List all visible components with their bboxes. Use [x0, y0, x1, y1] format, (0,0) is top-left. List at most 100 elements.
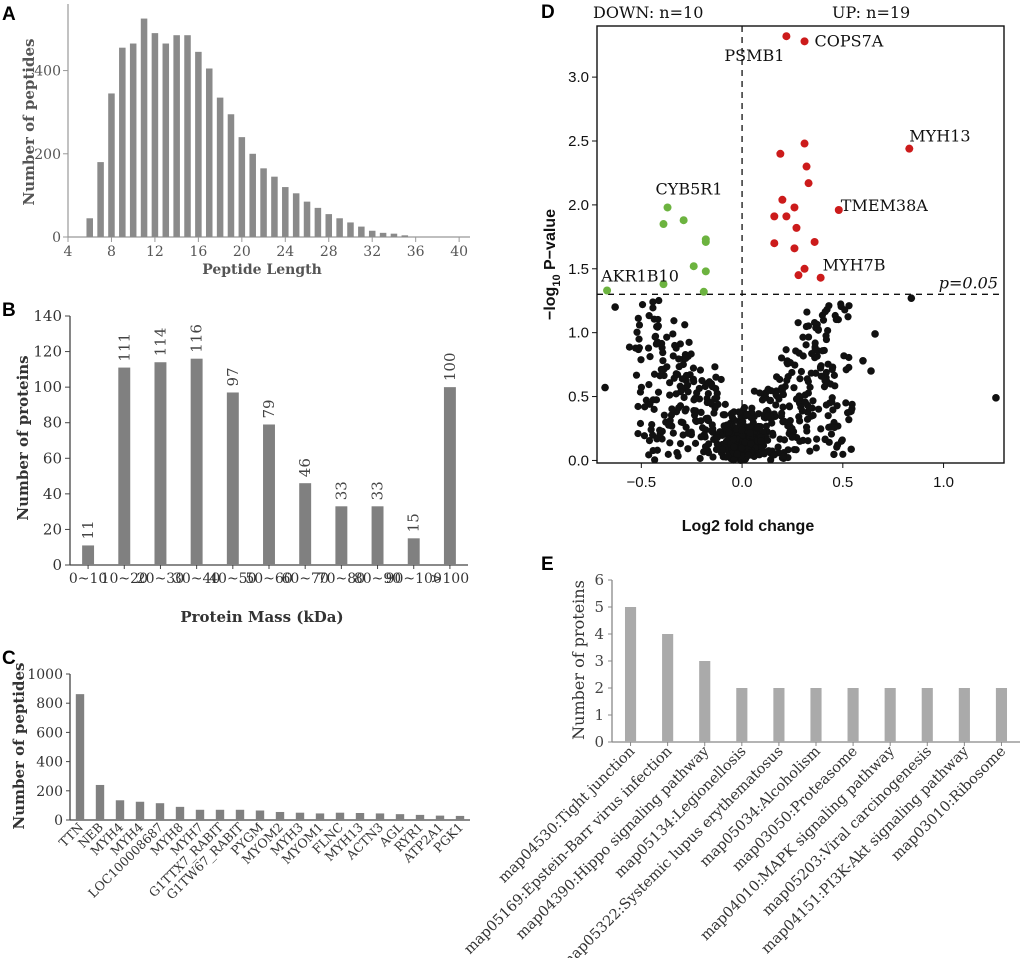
panel-e-axes: 0123456map04530:Tight junctionmap05169:E…: [461, 571, 1020, 958]
panel-d-ylabel-tail: P−value: [542, 209, 559, 274]
panel-d-point-ns: [830, 451, 837, 458]
panel-d-point-ns: [788, 434, 795, 441]
panel-e-bar: [959, 688, 970, 742]
panel-d-header-up: UP: n=19: [832, 3, 910, 22]
panel-d-xtick-label: 0.5: [832, 474, 853, 491]
panel-d-point-ns: [791, 446, 798, 453]
panel-d-point-up: [792, 224, 800, 232]
panel-d-point-ns: [711, 363, 718, 370]
panel-a-bar: [304, 202, 311, 237]
panel-d-point-down: [702, 267, 710, 275]
panel-b-label: B: [2, 300, 16, 321]
panel-c-bar: [216, 810, 224, 820]
panel-c-bar: [196, 810, 204, 820]
panel-d-point-ns: [781, 418, 788, 425]
panel-a-xtick-label: 28: [320, 244, 338, 260]
panel-d-point-ns: [677, 388, 684, 395]
panel-d-point-ns: [808, 370, 815, 377]
panel-d-point-ns: [833, 316, 840, 323]
panel-a-bar: [358, 227, 365, 237]
panel-a-xtick-label: 12: [146, 244, 164, 260]
panel-d-point-ns: [796, 350, 803, 357]
panel-d-point-ns: [871, 330, 879, 338]
panel-e-bar: [885, 688, 896, 742]
panel-e-ytick-label: 1: [594, 706, 604, 724]
panel-e-bar: [996, 688, 1007, 742]
panel-d-annotations: PSMB1COPS7AMYH13TMEM38AMYH7BCYB5R1AKR1B1…: [600, 31, 970, 285]
panel-d-point-ns: [819, 347, 826, 354]
panel-d-point-ns: [764, 413, 771, 420]
panel-e-ytick-label: 2: [594, 679, 604, 697]
panel-d-ylabel-sub: 10: [551, 274, 563, 286]
panel-d-point-ns: [793, 395, 800, 402]
panel-d-point-ns: [699, 424, 706, 431]
panel-d-point-ns: [799, 407, 806, 414]
panel-d-point-down: [702, 238, 710, 246]
panel-d-point-up: [805, 179, 813, 187]
panel-a-xtick-label: 20: [233, 244, 251, 260]
panel-d-point-ns: [697, 455, 704, 462]
panel-d-point-ns: [668, 405, 675, 412]
panel-d-point-ns: [712, 374, 719, 381]
panel-c-bar: [136, 802, 144, 820]
panel-d-point-ns: [663, 334, 670, 341]
panel-d-point-ns: [651, 456, 658, 463]
panel-a-bar: [184, 35, 191, 237]
panel-d-point-ns: [815, 406, 822, 413]
panel-d-point-up: [801, 37, 809, 45]
panel-d-point-ns: [675, 452, 682, 459]
panel-d-point-ns: [696, 385, 703, 392]
panel-a-bar: [97, 162, 104, 237]
panel-d-point-ns: [845, 416, 852, 423]
panel-a-bar: [119, 48, 126, 237]
panel-d-point-down: [700, 288, 708, 296]
panel-d-point-ns: [817, 363, 824, 370]
panel-c-bar: [436, 816, 444, 820]
panel-d-point-ns: [670, 352, 677, 359]
panel-c-ylabel: Number of peptides: [10, 663, 28, 830]
panel-c-bar: [356, 813, 364, 820]
panel-a: A Number of peptides Peptide Length 0 200…: [2, 4, 470, 278]
panel-d-point-ns: [690, 376, 697, 383]
panel-b-ytick-label: 40: [43, 485, 62, 503]
panel-b-bar: [408, 538, 420, 565]
panel-d-point-ns: [692, 417, 699, 424]
panel-b-data-label: 15: [405, 513, 423, 532]
panel-d-point-ns: [677, 440, 684, 447]
panel-c-bar: [96, 785, 104, 820]
panel-a-bar: [130, 44, 137, 237]
panel-d-point-ns: [781, 436, 788, 443]
panel-d-point-ns: [821, 383, 828, 390]
panel-c-ytick-label: 1000: [27, 667, 63, 683]
panel-d-point-ns: [823, 306, 830, 313]
panel-d-point-ns: [655, 322, 662, 329]
panel-d-point-ns: [641, 403, 648, 410]
panel-d-point-up: [817, 274, 825, 282]
panel-e-bar: [848, 688, 859, 742]
panel-d-point-ns: [722, 401, 729, 408]
panel-b: B Number of proteins Protein Mass (kDa) …: [2, 300, 469, 626]
panel-d-point-ns: [802, 341, 809, 348]
panel-d-threshold-label: p=0.05: [939, 273, 998, 292]
panel-b-bar: [82, 545, 94, 565]
panel-d-point-ns: [731, 443, 738, 450]
panel-d-point-ns: [796, 375, 803, 382]
panel-d-point-ns: [745, 452, 752, 459]
panel-d-point-ns: [725, 429, 732, 436]
panel-d-point-ns: [649, 447, 656, 454]
panel-d-point-up: [782, 212, 790, 220]
panel-d-point-ns: [767, 456, 774, 463]
panel-d-point-ns: [637, 420, 644, 427]
panel-d-point-ns: [747, 440, 754, 447]
panel-a-bar: [336, 218, 343, 237]
panel-d-point-ns: [803, 308, 810, 315]
panel-a-bar: [271, 177, 278, 237]
panel-d-point-ns: [707, 399, 714, 406]
panel-d-label: D: [541, 2, 555, 23]
panel-d-point-ns: [859, 357, 867, 365]
panel-d-point-ns: [633, 372, 640, 379]
panel-c-bar: [176, 807, 184, 820]
panel-a-bar: [380, 233, 387, 237]
panel-c-bar: [236, 810, 244, 820]
panel-d-point-ns: [666, 392, 673, 399]
